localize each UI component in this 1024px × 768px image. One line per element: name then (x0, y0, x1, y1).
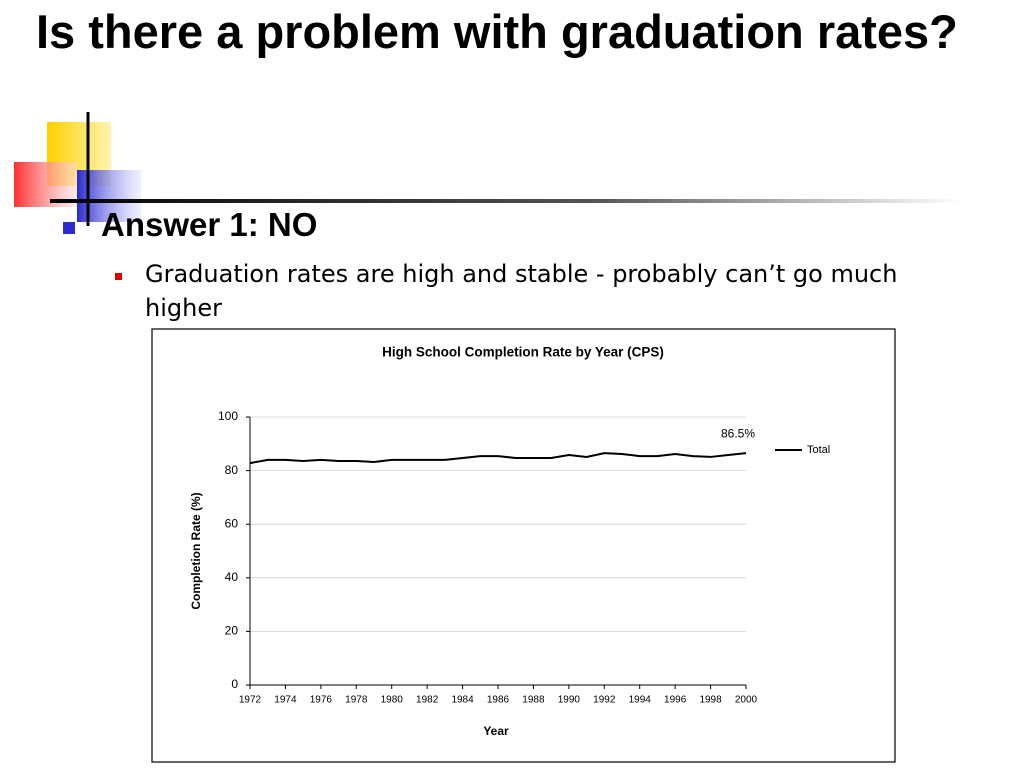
x-tick-label: 1992 (593, 695, 616, 706)
x-tick-label: 1990 (558, 695, 581, 706)
data-label: 86.5% (721, 426, 755, 440)
x-tick-label: 1988 (522, 695, 545, 706)
y-tick-label: 20 (225, 624, 239, 638)
y-tick-label: 60 (225, 516, 239, 530)
bullet: Answer 1: NO (101, 206, 318, 243)
x-tick-label: 1998 (699, 695, 722, 706)
data-line (249, 452, 747, 465)
x-tick-label: 1976 (310, 695, 333, 706)
legend-label: Total (807, 444, 830, 456)
x-tick-label: 1984 (451, 695, 474, 706)
y-tick-label: 80 (225, 463, 239, 477)
x-tick-label: 1982 (416, 695, 439, 706)
slide-title: Is there a problem with graduation rates… (36, 5, 958, 58)
x-tick-label: 1980 (381, 695, 404, 706)
y-tick-label: 100 (218, 409, 238, 423)
y-tick-label: 40 (225, 570, 239, 584)
chart: High School Completion Rate by Year (CPS… (189, 345, 830, 739)
bullet-icon (63, 222, 75, 234)
chart-frame (151, 328, 896, 763)
chart-title: High School Completion Rate by Year (CPS… (382, 345, 664, 360)
sub-bullet: Graduation rates are high and stable - p… (145, 260, 898, 322)
x-tick-label: 1974 (274, 695, 297, 706)
y-tick-label: 0 (231, 677, 238, 691)
x-tick-label: 1972 (239, 695, 262, 706)
x-tick-label: 1996 (664, 695, 687, 706)
x-tick-label: 1978 (345, 695, 368, 706)
deco-line (50, 199, 960, 203)
bullet-icon (115, 273, 122, 280)
y-axis-label: Completion Rate (%) (189, 492, 203, 609)
x-tick-label: 1986 (487, 695, 510, 706)
x-axis-label: Year (483, 724, 509, 738)
x-tick-label: 2000 (735, 695, 758, 706)
x-tick-label: 1994 (629, 695, 652, 706)
